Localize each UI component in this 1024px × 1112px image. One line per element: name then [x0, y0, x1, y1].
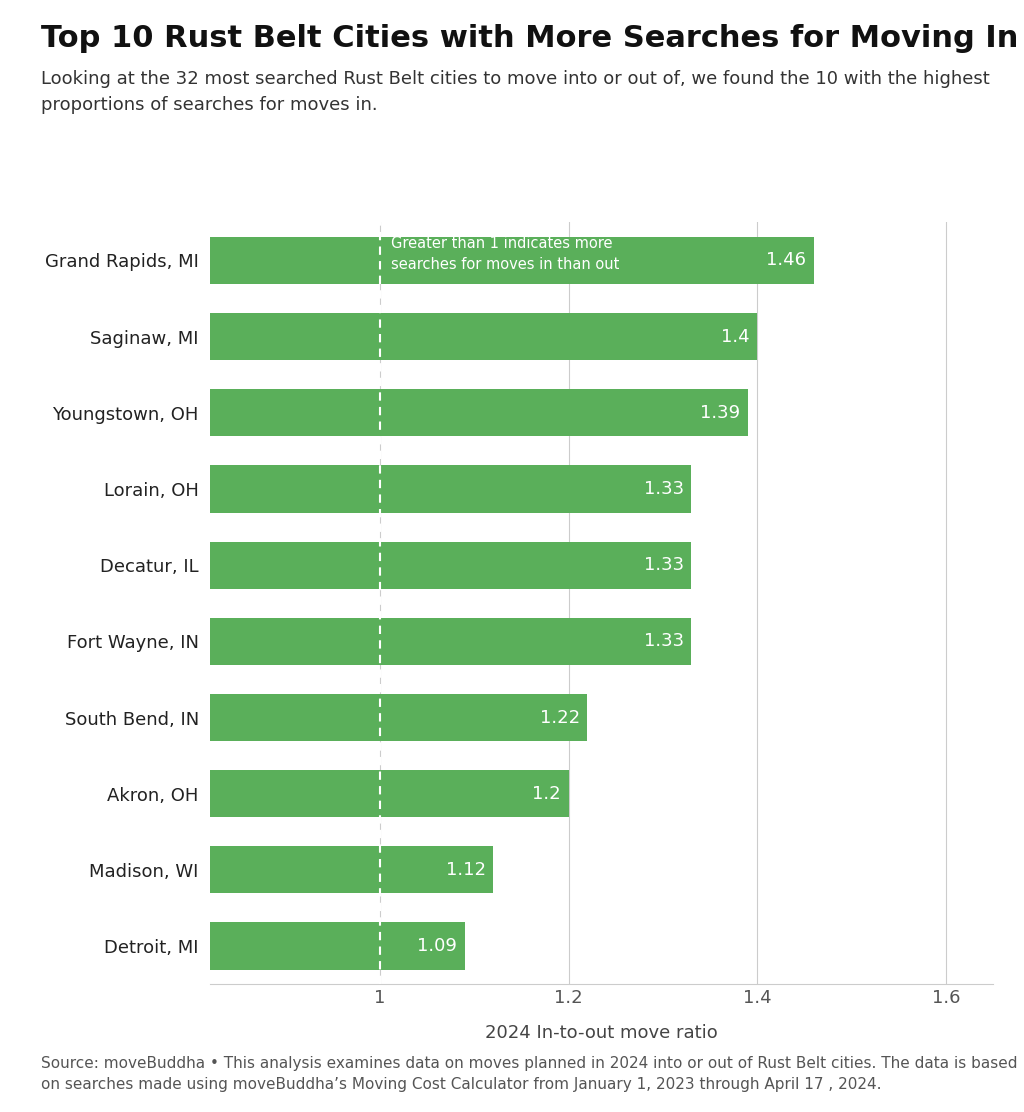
Text: 1.22: 1.22	[540, 708, 580, 726]
Bar	[210, 771, 568, 817]
Text: 1.33: 1.33	[644, 556, 684, 574]
Bar	[210, 542, 691, 588]
Text: 1.12: 1.12	[445, 861, 485, 878]
Text: Top 10 Rust Belt Cities with More Searches for Moving In: Top 10 Rust Belt Cities with More Search…	[41, 24, 1018, 53]
Bar	[210, 923, 465, 970]
Bar	[210, 694, 588, 741]
Text: Source: moveBuddha • This analysis examines data on moves planned in 2024 into o: Source: moveBuddha • This analysis exami…	[41, 1056, 1018, 1092]
Text: Greater than 1 indicates more
searches for moves in than out: Greater than 1 indicates more searches f…	[391, 237, 620, 272]
Text: 1.09: 1.09	[418, 937, 457, 955]
Text: 1.33: 1.33	[644, 480, 684, 498]
Bar	[210, 389, 748, 436]
Bar	[210, 466, 691, 513]
Text: 1.4: 1.4	[721, 328, 750, 346]
Text: 1.2: 1.2	[532, 785, 561, 803]
X-axis label: 2024 In-to-out move ratio: 2024 In-to-out move ratio	[485, 1024, 718, 1042]
Text: 1.46: 1.46	[766, 251, 807, 269]
Text: 1.33: 1.33	[644, 633, 684, 651]
Text: 1.39: 1.39	[700, 404, 740, 421]
Text: Looking at the 32 most searched Rust Belt cities to move into or out of, we foun: Looking at the 32 most searched Rust Bel…	[41, 70, 990, 115]
Bar	[210, 237, 814, 284]
Bar	[210, 314, 758, 360]
Bar	[210, 618, 691, 665]
Bar	[210, 846, 494, 893]
